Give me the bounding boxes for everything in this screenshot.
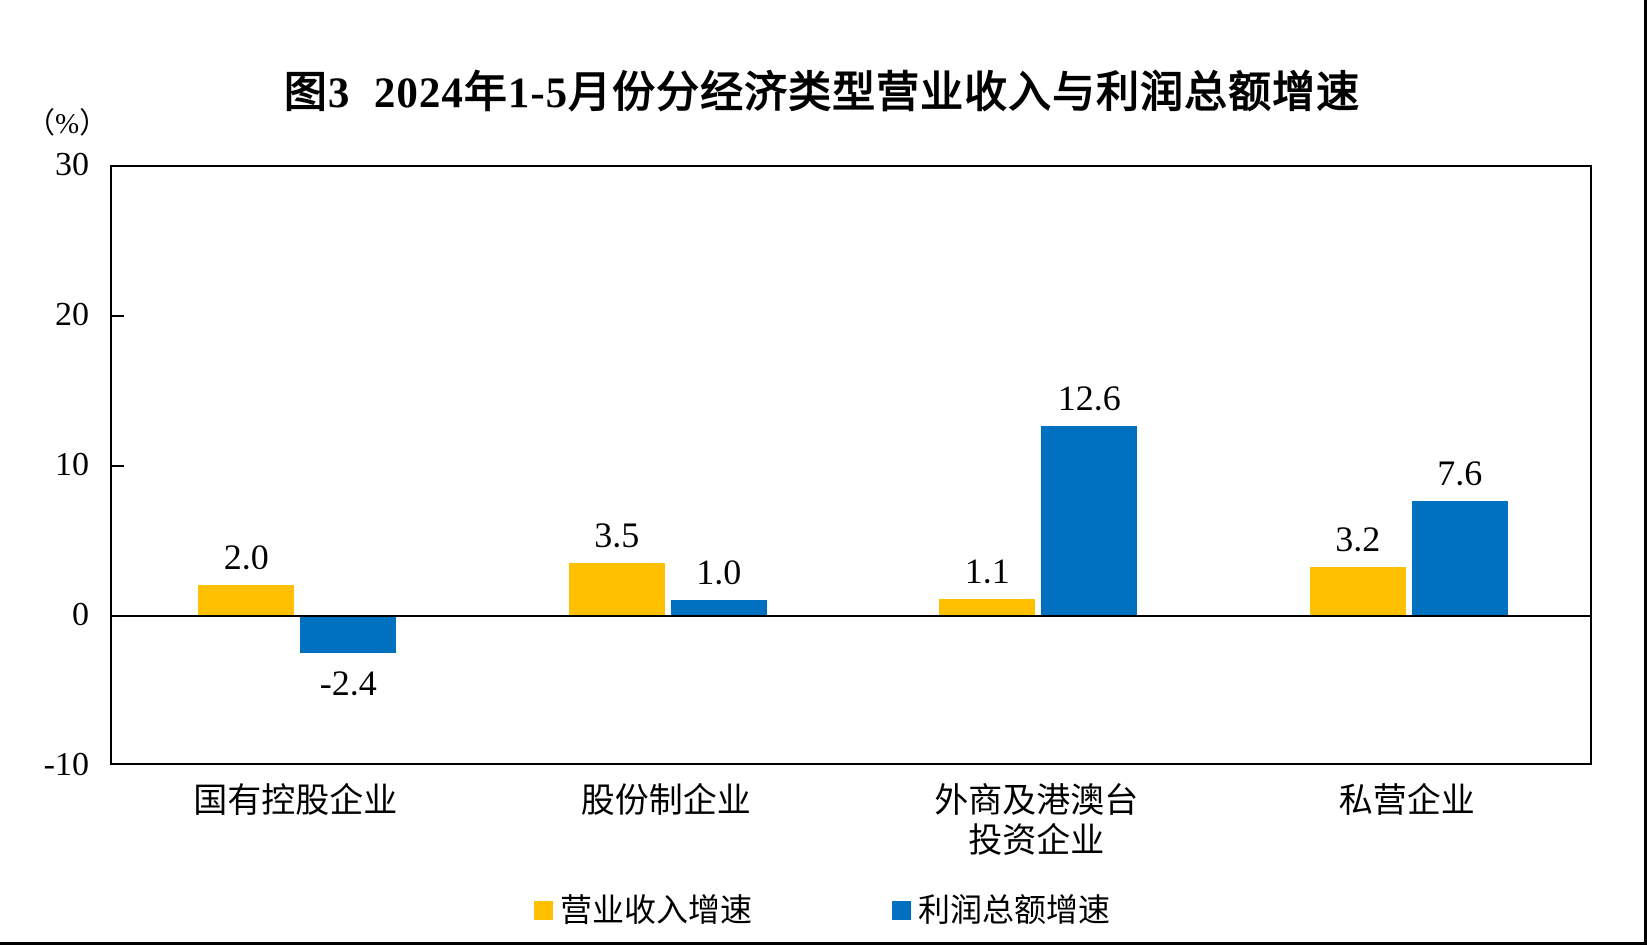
bar-profit-1	[670, 600, 767, 615]
bar-value-label: 12.6	[1057, 378, 1121, 418]
bar-value-label: 3.2	[1335, 519, 1381, 559]
legend-label: 利润总额增速	[918, 892, 1111, 928]
legend: 营业收入增速 利润总额增速	[0, 891, 1644, 929]
x-category-label: 股份制企业	[580, 783, 751, 820]
y-tick-label: 10	[55, 446, 89, 483]
bar-revenue-1	[568, 562, 665, 615]
x-category-label: 私营企业	[1338, 783, 1475, 820]
legend-item-revenue: 营业收入增速	[533, 891, 752, 929]
x-category-label: 外商及港澳台 投资企业	[934, 783, 1139, 860]
bar-profit-0	[300, 617, 397, 653]
y-axis-unit-label: （%）	[26, 108, 109, 140]
y-tick-label: 30	[55, 146, 89, 183]
bar-revenue-0	[198, 585, 295, 615]
y-tick-label: -10	[43, 746, 89, 783]
y-tick-mark	[112, 465, 124, 467]
plot-area: 2.0 -2.4 3.5 1.0 1.1 12.6 3.2 7.6	[110, 165, 1592, 765]
y-tick-label: 20	[55, 296, 89, 333]
bar-value-label: 7.6	[1437, 453, 1483, 493]
bar-value-label: 2.0	[223, 537, 269, 577]
bar-profit-2	[1041, 426, 1138, 615]
bar-revenue-3	[1309, 567, 1406, 615]
legend-label: 营业收入增速	[559, 892, 752, 928]
y-tick-label: 0	[72, 596, 89, 633]
legend-item-profit: 利润总额增速	[892, 891, 1110, 929]
bar-value-label: 1.0	[696, 552, 742, 592]
bar-value-label: 1.1	[964, 550, 1010, 591]
zero-axis-line	[112, 615, 1590, 617]
bar-value-label: 3.5	[594, 514, 640, 555]
x-category-label: 国有控股企业	[193, 783, 398, 820]
bar-value-label: -2.4	[319, 663, 377, 703]
bar-revenue-2	[939, 598, 1036, 615]
legend-swatch-profit	[892, 900, 911, 920]
y-tick-mark	[112, 315, 124, 317]
bar-profit-3	[1411, 501, 1508, 615]
chart-title: 图3 2024年1-5月份分经济类型营业收入与利润总额增速	[283, 70, 1361, 117]
legend-swatch-revenue	[533, 900, 553, 920]
